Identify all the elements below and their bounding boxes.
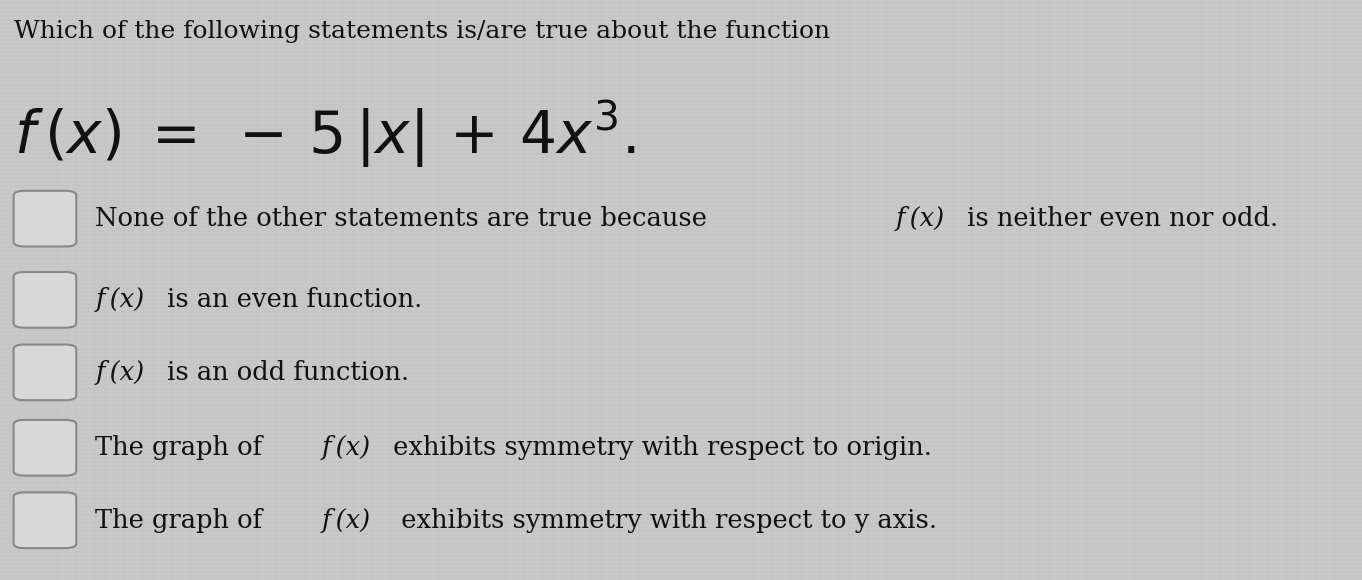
Text: None of the other statements are true because: None of the other statements are true be…: [95, 206, 715, 231]
Text: f (x): f (x): [895, 206, 945, 231]
Text: exhibits symmetry with respect to origin.: exhibits symmetry with respect to origin…: [385, 435, 932, 461]
FancyBboxPatch shape: [14, 272, 76, 328]
Text: f (x): f (x): [95, 360, 144, 385]
Text: is neither even nor odd.: is neither even nor odd.: [959, 206, 1278, 231]
Text: exhibits symmetry with respect to y axis.: exhibits symmetry with respect to y axis…: [385, 508, 937, 533]
FancyBboxPatch shape: [14, 191, 76, 246]
Text: f (x): f (x): [95, 287, 144, 313]
Text: is an odd function.: is an odd function.: [159, 360, 409, 385]
Text: f (x): f (x): [321, 435, 370, 461]
Text: $\mathit{f}\,(\mathit{x})\;=\;-\,5\,|\mathit{x}|\,+\,4\mathit{x}^{3}.$: $\mathit{f}\,(\mathit{x})\;=\;-\,5\,|\ma…: [14, 99, 636, 170]
FancyBboxPatch shape: [14, 420, 76, 476]
Text: The graph of: The graph of: [95, 508, 271, 533]
Text: f (x): f (x): [321, 508, 370, 533]
Text: The graph of: The graph of: [95, 435, 271, 461]
FancyBboxPatch shape: [14, 492, 76, 548]
FancyBboxPatch shape: [14, 345, 76, 400]
Text: is an even function.: is an even function.: [159, 287, 422, 313]
Text: Which of the following statements is/are true about the function: Which of the following statements is/are…: [14, 20, 829, 44]
